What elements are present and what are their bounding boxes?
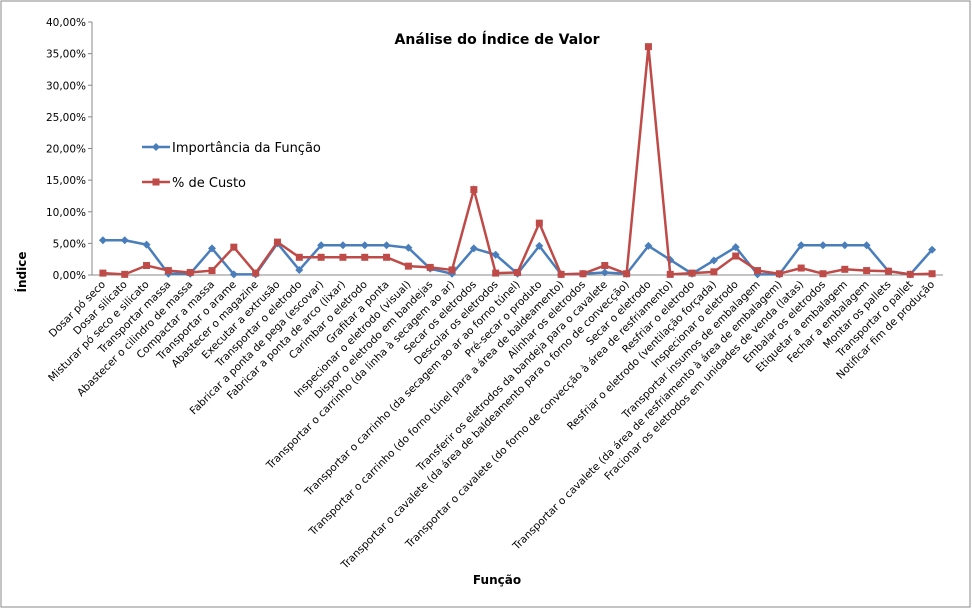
data-point	[819, 270, 827, 278]
data-point	[928, 245, 937, 254]
data-point	[906, 270, 914, 278]
y-tick-label: 25,00%	[46, 112, 86, 124]
data-point	[557, 270, 565, 278]
data-point	[732, 252, 740, 260]
y-axis-title: Índice	[14, 252, 29, 293]
data-point	[164, 267, 172, 275]
data-point	[797, 264, 805, 272]
data-point	[404, 262, 412, 270]
data-point	[404, 243, 413, 252]
data-point	[361, 253, 369, 261]
data-point	[644, 241, 653, 250]
data-point	[143, 262, 151, 270]
data-point	[840, 241, 849, 250]
data-point	[295, 265, 304, 274]
data-point	[644, 43, 652, 51]
data-point	[709, 256, 718, 265]
data-point	[229, 270, 238, 279]
data-point	[491, 250, 500, 259]
data-point	[230, 243, 238, 251]
data-point	[731, 243, 740, 252]
data-point	[252, 269, 260, 277]
data-point	[775, 270, 783, 278]
data-point	[818, 241, 827, 250]
chart-title: Análise do Índice de Valor	[395, 31, 600, 48]
data-point	[208, 244, 217, 253]
data-point	[754, 267, 762, 275]
data-point	[688, 269, 696, 277]
data-point	[99, 269, 107, 277]
data-point	[273, 238, 281, 246]
data-point	[317, 253, 325, 261]
y-tick-label: 20,00%	[46, 144, 86, 156]
x-axis-title: Função	[473, 573, 521, 587]
data-point	[862, 241, 871, 250]
data-point	[841, 265, 849, 273]
data-point	[120, 236, 129, 245]
data-point	[666, 270, 674, 278]
data-point	[492, 269, 500, 277]
data-point	[426, 263, 434, 271]
data-point	[383, 253, 391, 261]
data-point	[295, 253, 303, 261]
y-tick-label: 10,00%	[46, 207, 86, 219]
y-tick-label: 5,00%	[53, 238, 86, 250]
y-tick-label: 0,00%	[53, 270, 86, 282]
legend-label: Importância da Função	[172, 141, 321, 156]
data-point	[208, 267, 216, 275]
data-point	[535, 241, 544, 250]
y-tick-label: 15,00%	[46, 175, 86, 187]
data-point	[514, 268, 521, 276]
legend-marker	[152, 143, 160, 151]
data-point	[710, 268, 718, 276]
data-point	[884, 267, 892, 275]
data-point	[98, 236, 107, 245]
data-point	[186, 268, 194, 276]
data-point	[448, 266, 456, 274]
data-point	[360, 241, 369, 250]
data-point	[470, 186, 478, 194]
data-point	[863, 267, 871, 275]
data-point	[121, 270, 129, 278]
data-point	[317, 241, 326, 250]
data-point	[469, 244, 478, 253]
data-point	[928, 270, 936, 278]
data-point	[142, 240, 151, 249]
data-point	[382, 241, 391, 250]
data-point	[579, 270, 587, 278]
data-point	[535, 219, 543, 227]
data-point	[797, 241, 806, 250]
data-point	[623, 270, 631, 278]
data-point	[600, 268, 609, 277]
data-point	[338, 241, 347, 250]
y-tick-label: 40,00%	[46, 17, 86, 29]
legend-marker	[152, 178, 160, 186]
data-point	[601, 262, 609, 270]
data-point	[339, 253, 347, 261]
y-tick-label: 35,00%	[46, 49, 86, 61]
y-tick-label: 30,00%	[46, 80, 86, 92]
legend-label: % de Custo	[172, 176, 246, 191]
